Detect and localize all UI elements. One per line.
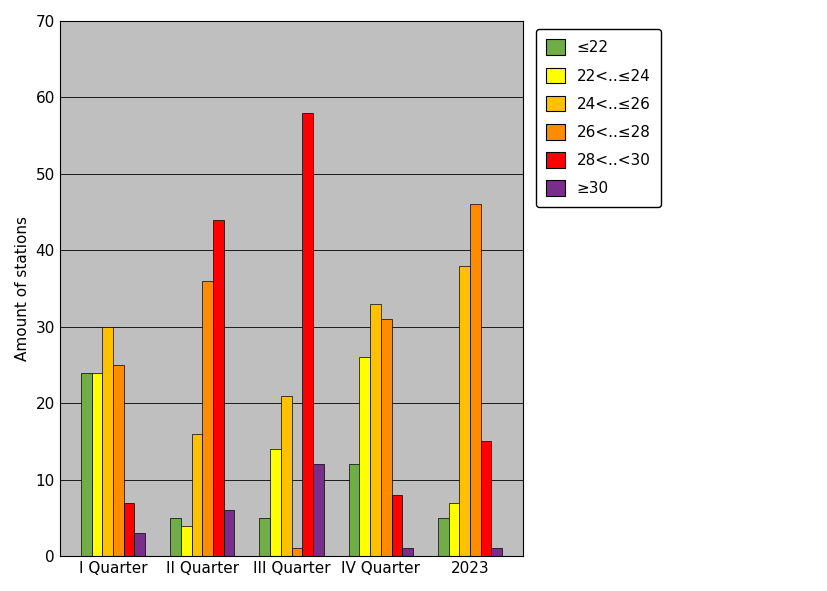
Bar [124, 502, 135, 556]
Bar [281, 395, 292, 556]
Bar [170, 518, 181, 556]
Bar [192, 434, 203, 556]
Bar [391, 495, 402, 556]
Bar [491, 548, 502, 556]
Bar [480, 441, 491, 556]
Bar [113, 365, 124, 556]
Bar [313, 465, 323, 556]
Bar [92, 373, 103, 556]
Bar [260, 518, 270, 556]
Bar [402, 548, 413, 556]
Bar [370, 304, 380, 556]
Bar [292, 548, 302, 556]
Bar [380, 319, 391, 556]
Bar [270, 449, 281, 556]
Bar [349, 465, 360, 556]
Y-axis label: Amount of stations: Amount of stations [15, 216, 30, 361]
Bar [438, 518, 448, 556]
Bar [470, 204, 480, 556]
Bar [135, 533, 145, 556]
Bar [459, 265, 470, 556]
Bar [448, 502, 459, 556]
Bar [203, 281, 213, 556]
Bar [81, 373, 92, 556]
Bar [360, 358, 370, 556]
Bar [181, 525, 192, 556]
Bar [223, 510, 234, 556]
Bar [213, 220, 223, 556]
Bar [302, 113, 313, 556]
Bar [103, 327, 113, 556]
Legend: ≤22, 22<..≤24, 24<..≤26, 26<..≤28, 28<..<30, ≥30: ≤22, 22<..≤24, 24<..≤26, 26<..≤28, 28<..… [536, 28, 662, 207]
